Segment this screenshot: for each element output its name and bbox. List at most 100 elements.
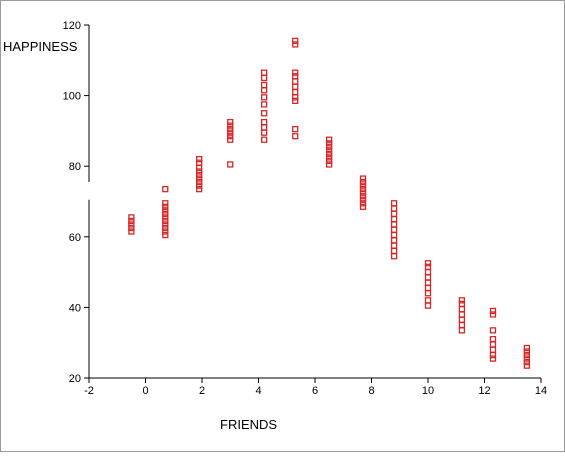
data-point <box>523 348 531 355</box>
data-point <box>489 346 497 353</box>
data-point <box>260 124 268 131</box>
data-point <box>325 136 333 143</box>
data-point <box>196 164 203 172</box>
data-point <box>489 355 497 362</box>
data-point <box>162 207 169 214</box>
data-point <box>196 168 203 175</box>
data-point <box>292 97 299 105</box>
data-point <box>260 81 268 89</box>
x-axis-title: FRIENDS <box>220 417 278 432</box>
data-point <box>458 316 466 323</box>
y-tick-label: 120 <box>63 20 81 32</box>
x-tick-label: 2 <box>199 385 205 397</box>
data-point <box>325 140 333 147</box>
data-point <box>523 358 531 366</box>
x-tick-label: 8 <box>368 385 374 397</box>
data-point <box>260 74 268 82</box>
data-point <box>196 178 203 186</box>
data-point <box>458 306 466 313</box>
data-point <box>359 196 367 203</box>
y-tick-label: 40 <box>69 302 81 314</box>
data-point <box>162 221 169 228</box>
data-point <box>390 210 398 218</box>
data-point <box>424 297 432 304</box>
data-point <box>128 214 135 221</box>
data-point <box>390 253 398 260</box>
data-point <box>128 217 135 225</box>
data-point <box>390 205 398 212</box>
data-point <box>196 185 203 193</box>
data-point <box>292 73 299 80</box>
data-point <box>390 226 398 233</box>
y-tick-label: 100 <box>63 91 81 103</box>
data-point <box>390 215 398 223</box>
data-point <box>292 41 299 48</box>
data-point <box>128 228 135 235</box>
data-point <box>523 355 531 362</box>
data-point <box>292 88 299 96</box>
data-point <box>162 217 169 225</box>
data-point <box>227 129 234 136</box>
data-point <box>260 101 268 108</box>
axes <box>87 25 541 379</box>
x-tick-label: 6 <box>312 385 318 397</box>
data-point <box>390 221 398 228</box>
data-points <box>128 37 531 369</box>
data-point <box>162 200 169 207</box>
x-tick-label: 4 <box>255 385 261 397</box>
data-point <box>227 125 234 133</box>
data-point <box>359 185 367 193</box>
data-point <box>162 231 169 239</box>
data-point <box>359 178 367 186</box>
data-point <box>359 175 367 182</box>
data-point <box>196 159 203 166</box>
y-tick-label: 60 <box>69 232 81 244</box>
y-axis-title: HAPPINESS <box>3 39 78 54</box>
data-point <box>227 118 234 126</box>
data-point <box>162 224 169 232</box>
data-point <box>359 200 367 207</box>
tick-labels: -2 0 2 4 6 8 10 12 14 20 40 60 80 100 120 <box>63 20 547 397</box>
data-point <box>523 351 531 359</box>
data-point <box>458 311 466 318</box>
data-point <box>325 154 333 161</box>
data-point <box>424 268 432 276</box>
data-point <box>359 182 367 189</box>
data-point <box>162 214 169 221</box>
data-point <box>227 161 234 168</box>
data-point <box>325 157 333 165</box>
data-point <box>260 110 268 117</box>
data-point <box>424 284 432 292</box>
data-point <box>489 341 497 348</box>
data-point <box>292 78 299 85</box>
data-point <box>424 260 432 267</box>
data-point <box>390 242 398 249</box>
data-point <box>489 307 497 315</box>
data-point <box>523 344 531 352</box>
data-point <box>292 125 299 133</box>
data-point <box>359 189 367 196</box>
data-point <box>260 129 268 136</box>
x-tick-label: 10 <box>422 385 434 397</box>
data-point <box>424 302 432 309</box>
data-point <box>227 122 234 129</box>
data-point <box>424 279 432 286</box>
data-point <box>424 290 432 297</box>
data-point <box>390 237 398 244</box>
data-point <box>325 147 333 154</box>
data-point <box>196 175 203 182</box>
data-point <box>162 228 169 235</box>
data-point <box>458 297 466 304</box>
data-point <box>390 231 398 239</box>
y-tick-label: 20 <box>69 373 81 385</box>
data-point <box>424 274 432 281</box>
data-point <box>292 69 299 76</box>
x-tick-label: 12 <box>478 385 490 397</box>
data-point <box>260 118 268 126</box>
data-point <box>458 327 466 334</box>
data-point <box>162 210 169 218</box>
data-point <box>260 94 268 101</box>
data-point <box>162 185 169 193</box>
